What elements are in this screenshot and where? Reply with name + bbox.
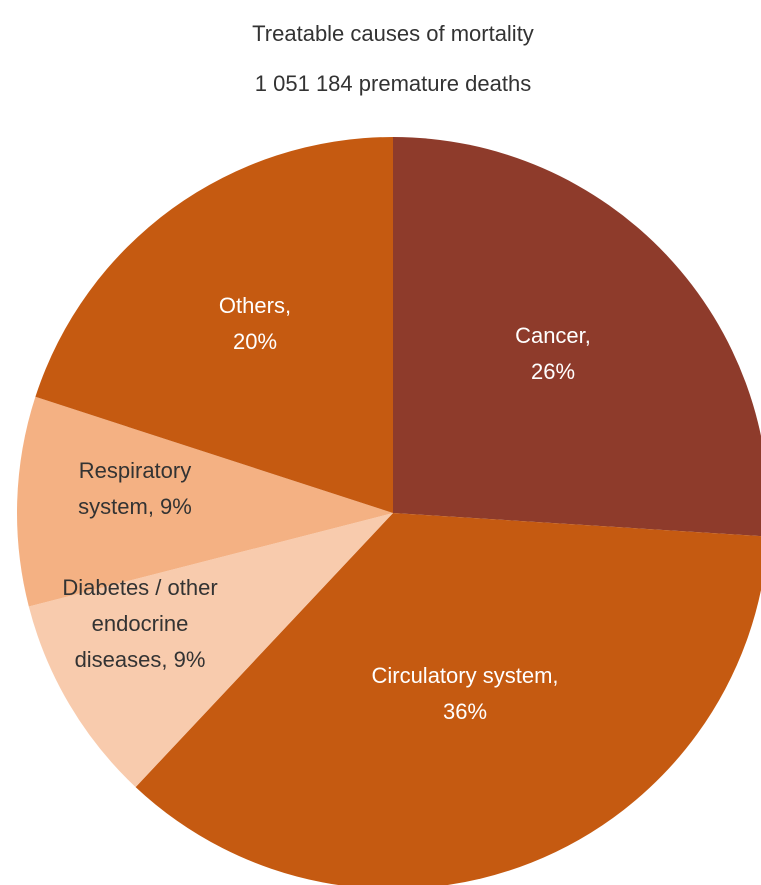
pie-slice [17, 396, 393, 607]
pie-slice [35, 137, 394, 513]
slice-label: Respiratory [79, 458, 191, 483]
chart-subtitle: 1 051 184 premature deaths [255, 71, 531, 96]
slice-label: endocrine [92, 611, 189, 636]
slice-label: Others, [219, 293, 291, 318]
slice-label: 36% [443, 699, 487, 724]
slice-label: diseases, 9% [75, 647, 206, 672]
slice-label: 20% [233, 329, 277, 354]
slice-label: system, 9% [78, 494, 192, 519]
pie-slice [393, 137, 761, 537]
slice-label: Circulatory system, [371, 663, 558, 688]
pie-slice [135, 513, 761, 885]
slice-label: Cancer, [515, 323, 591, 348]
chart-title: Treatable causes of mortality [252, 21, 534, 46]
slice-label: 26% [531, 359, 575, 384]
slice-label: Diabetes / other [62, 575, 217, 600]
pie-slice [28, 513, 393, 788]
